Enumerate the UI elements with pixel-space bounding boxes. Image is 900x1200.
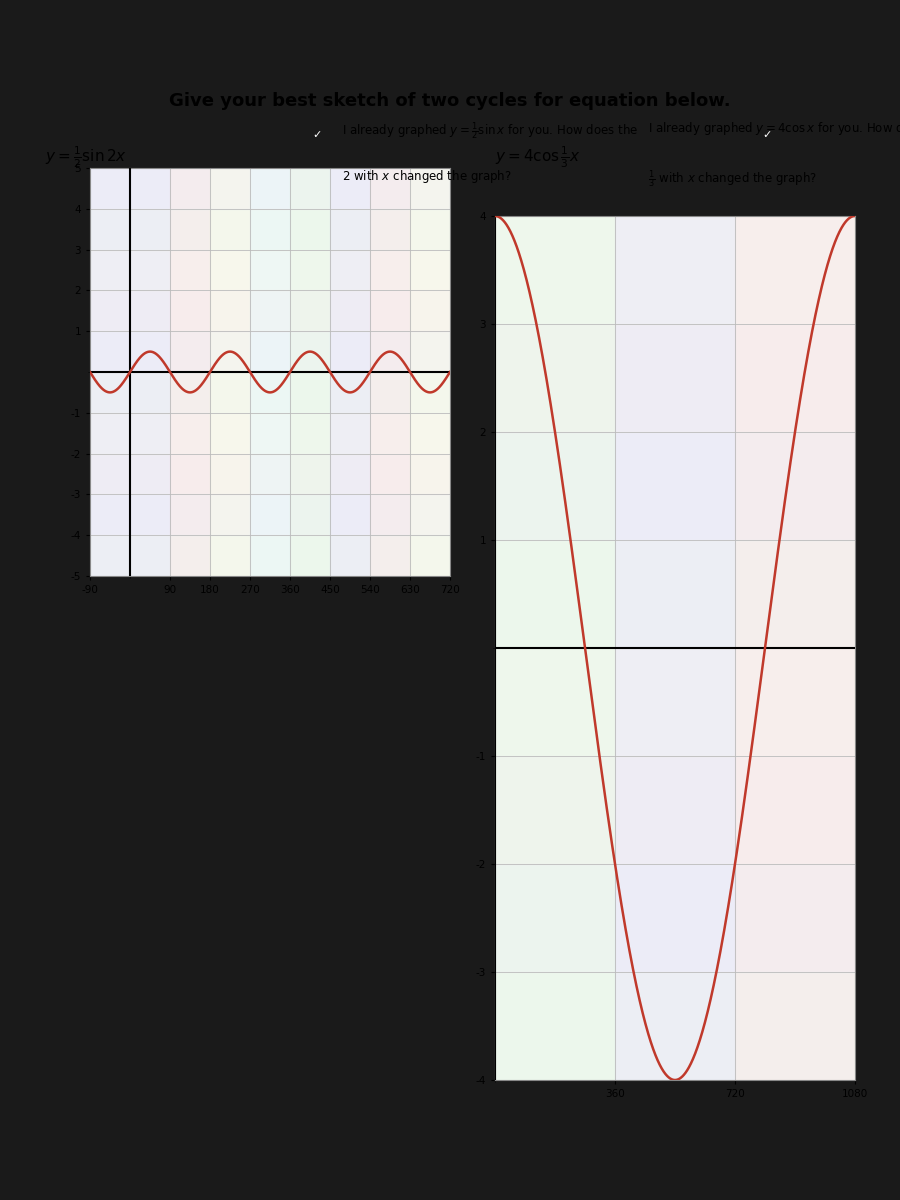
Text: ✓: ✓ — [312, 130, 322, 140]
Bar — [410, 168, 450, 576]
Bar — [90, 168, 170, 576]
Bar — [90, 168, 450, 209]
Text: Give your best sketch of two cycles for equation below.: Give your best sketch of two cycles for … — [169, 92, 731, 110]
Bar — [90, 250, 450, 290]
Bar — [495, 432, 855, 540]
Bar — [495, 540, 855, 648]
Text: I already graphed $y = \frac{1}{2}\sin x$ for you. How does the: I already graphed $y = \frac{1}{2}\sin x… — [342, 120, 638, 142]
Bar — [495, 756, 855, 864]
Bar — [210, 168, 250, 576]
Bar — [90, 535, 450, 576]
Bar — [90, 209, 450, 250]
Bar — [90, 494, 450, 535]
Text: $y = \frac{1}{2}\sin 2x$: $y = \frac{1}{2}\sin 2x$ — [45, 144, 127, 169]
Bar — [370, 168, 410, 576]
Bar — [495, 216, 855, 324]
Text: $2$ with $x$ changed the graph?: $2$ with $x$ changed the graph? — [342, 168, 512, 185]
Bar — [90, 413, 450, 454]
Text: $y = 4\cos\frac{1}{3}x$: $y = 4\cos\frac{1}{3}x$ — [495, 144, 580, 169]
Bar — [170, 168, 210, 576]
Bar — [495, 216, 615, 1080]
Bar — [250, 168, 290, 576]
Bar — [90, 372, 450, 413]
Bar — [495, 324, 855, 432]
Bar — [90, 454, 450, 494]
Text: ✓: ✓ — [762, 130, 772, 140]
Text: I already graphed $y = 4\cos x$ for you. How does the: I already graphed $y = 4\cos x$ for you.… — [648, 120, 900, 137]
Bar — [90, 290, 450, 331]
Bar — [495, 864, 855, 972]
Bar — [735, 216, 855, 1080]
Bar — [495, 972, 855, 1080]
Bar — [90, 331, 450, 372]
Bar — [290, 168, 330, 576]
Text: $\frac{1}{3}$ with $x$ changed the graph?: $\frac{1}{3}$ with $x$ changed the graph… — [648, 168, 817, 190]
Bar — [495, 648, 855, 756]
Bar — [615, 216, 735, 1080]
Bar — [330, 168, 370, 576]
